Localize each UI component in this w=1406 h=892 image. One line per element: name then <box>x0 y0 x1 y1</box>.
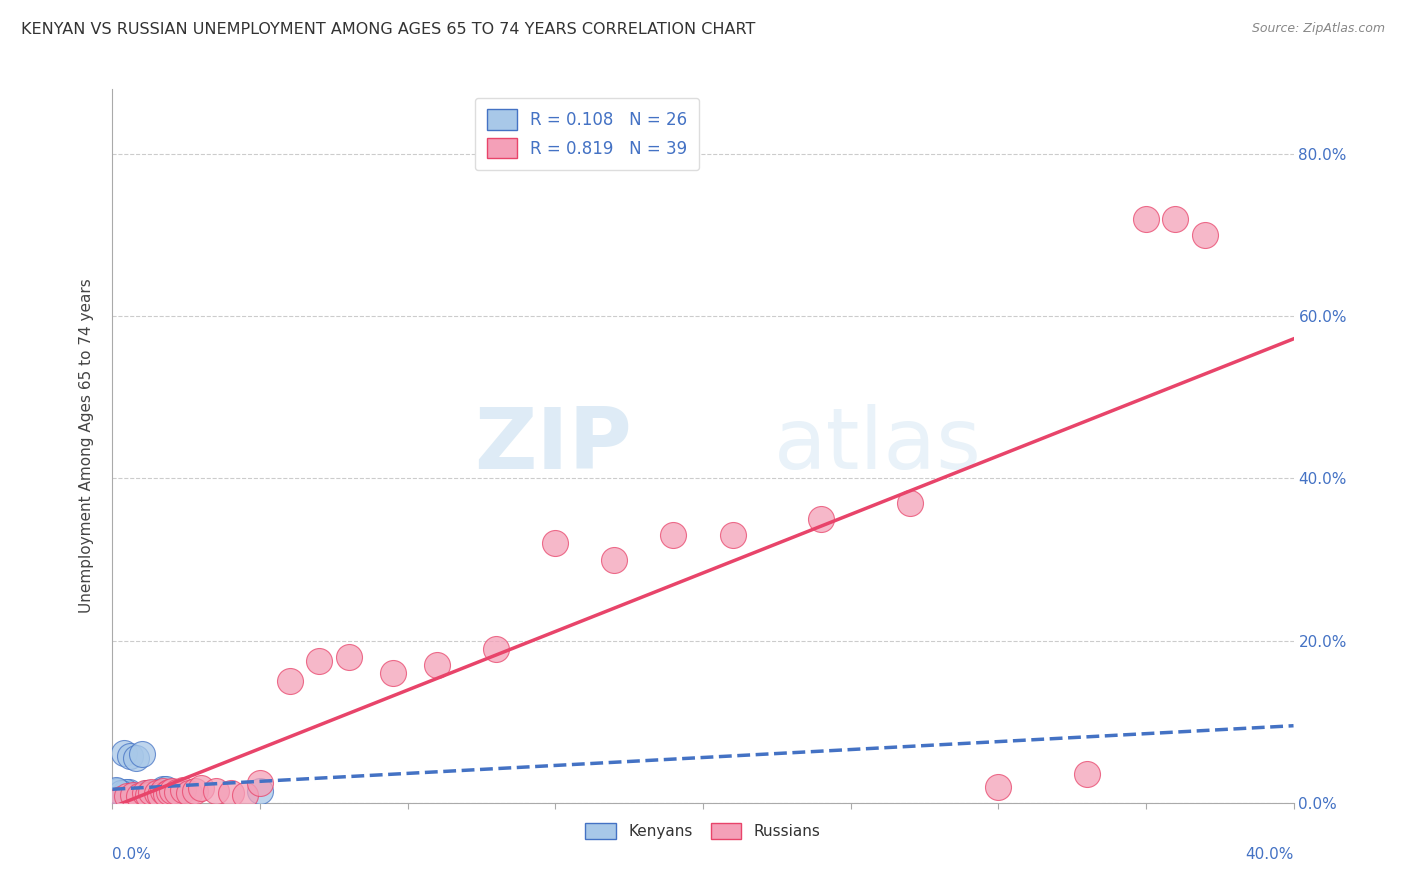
Point <box>166 785 188 799</box>
Point <box>139 785 162 799</box>
Point <box>898 496 921 510</box>
Point <box>146 785 169 799</box>
Point <box>136 786 159 800</box>
Point <box>205 783 228 797</box>
Point <box>122 788 145 802</box>
Point <box>152 782 174 797</box>
Point <box>110 786 132 800</box>
Point <box>172 782 194 797</box>
Point <box>117 789 138 804</box>
Point <box>160 783 183 797</box>
Point <box>117 787 139 801</box>
Point <box>337 649 360 664</box>
Point <box>987 780 1010 794</box>
Point <box>382 666 405 681</box>
Point <box>115 785 138 799</box>
Point <box>122 789 145 803</box>
Point <box>810 512 832 526</box>
Point <box>143 786 166 800</box>
Point <box>134 786 156 800</box>
Point <box>152 784 174 798</box>
Point <box>219 786 242 800</box>
Point <box>104 783 127 797</box>
Y-axis label: Unemployment Among Ages 65 to 74 years: Unemployment Among Ages 65 to 74 years <box>79 278 94 614</box>
Point <box>131 747 153 761</box>
Point <box>157 785 180 799</box>
Point <box>110 791 132 805</box>
Point <box>278 674 301 689</box>
Text: Source: ZipAtlas.com: Source: ZipAtlas.com <box>1251 22 1385 36</box>
Point <box>118 784 141 798</box>
Point <box>1135 211 1157 226</box>
Point <box>662 528 685 542</box>
Point <box>125 751 148 765</box>
Point <box>105 784 128 798</box>
Point <box>308 654 330 668</box>
Point <box>135 788 157 802</box>
Point <box>155 787 177 801</box>
Point <box>1076 767 1098 781</box>
Text: ZIP: ZIP <box>474 404 633 488</box>
Point <box>721 528 744 542</box>
Text: atlas: atlas <box>773 404 981 488</box>
Point <box>150 790 173 805</box>
Point <box>249 775 271 789</box>
Point <box>603 552 626 566</box>
Point <box>155 786 177 800</box>
Point <box>149 788 172 802</box>
Point <box>149 790 172 805</box>
Point <box>184 783 207 797</box>
Point <box>190 781 212 796</box>
Point <box>112 746 135 760</box>
Text: KENYAN VS RUSSIAN UNEMPLOYMENT AMONG AGES 65 TO 74 YEARS CORRELATION CHART: KENYAN VS RUSSIAN UNEMPLOYMENT AMONG AGE… <box>21 22 755 37</box>
Point <box>142 789 165 803</box>
Point <box>1164 211 1187 226</box>
Point <box>152 787 174 801</box>
Point <box>179 786 201 800</box>
Point <box>544 536 567 550</box>
Point <box>163 785 186 799</box>
Legend: Kenyans, Russians: Kenyans, Russians <box>579 817 827 845</box>
Text: 0.0%: 0.0% <box>112 847 152 863</box>
Point <box>146 786 169 800</box>
Text: 40.0%: 40.0% <box>1246 847 1294 863</box>
Point <box>233 788 256 802</box>
Point <box>128 789 150 804</box>
Point <box>1194 228 1216 243</box>
Point <box>485 641 508 656</box>
Point <box>146 788 169 802</box>
Point <box>155 782 177 797</box>
Point <box>120 748 142 763</box>
Point <box>136 788 159 802</box>
Point <box>136 786 159 800</box>
Point <box>249 784 271 798</box>
Point <box>426 657 449 672</box>
